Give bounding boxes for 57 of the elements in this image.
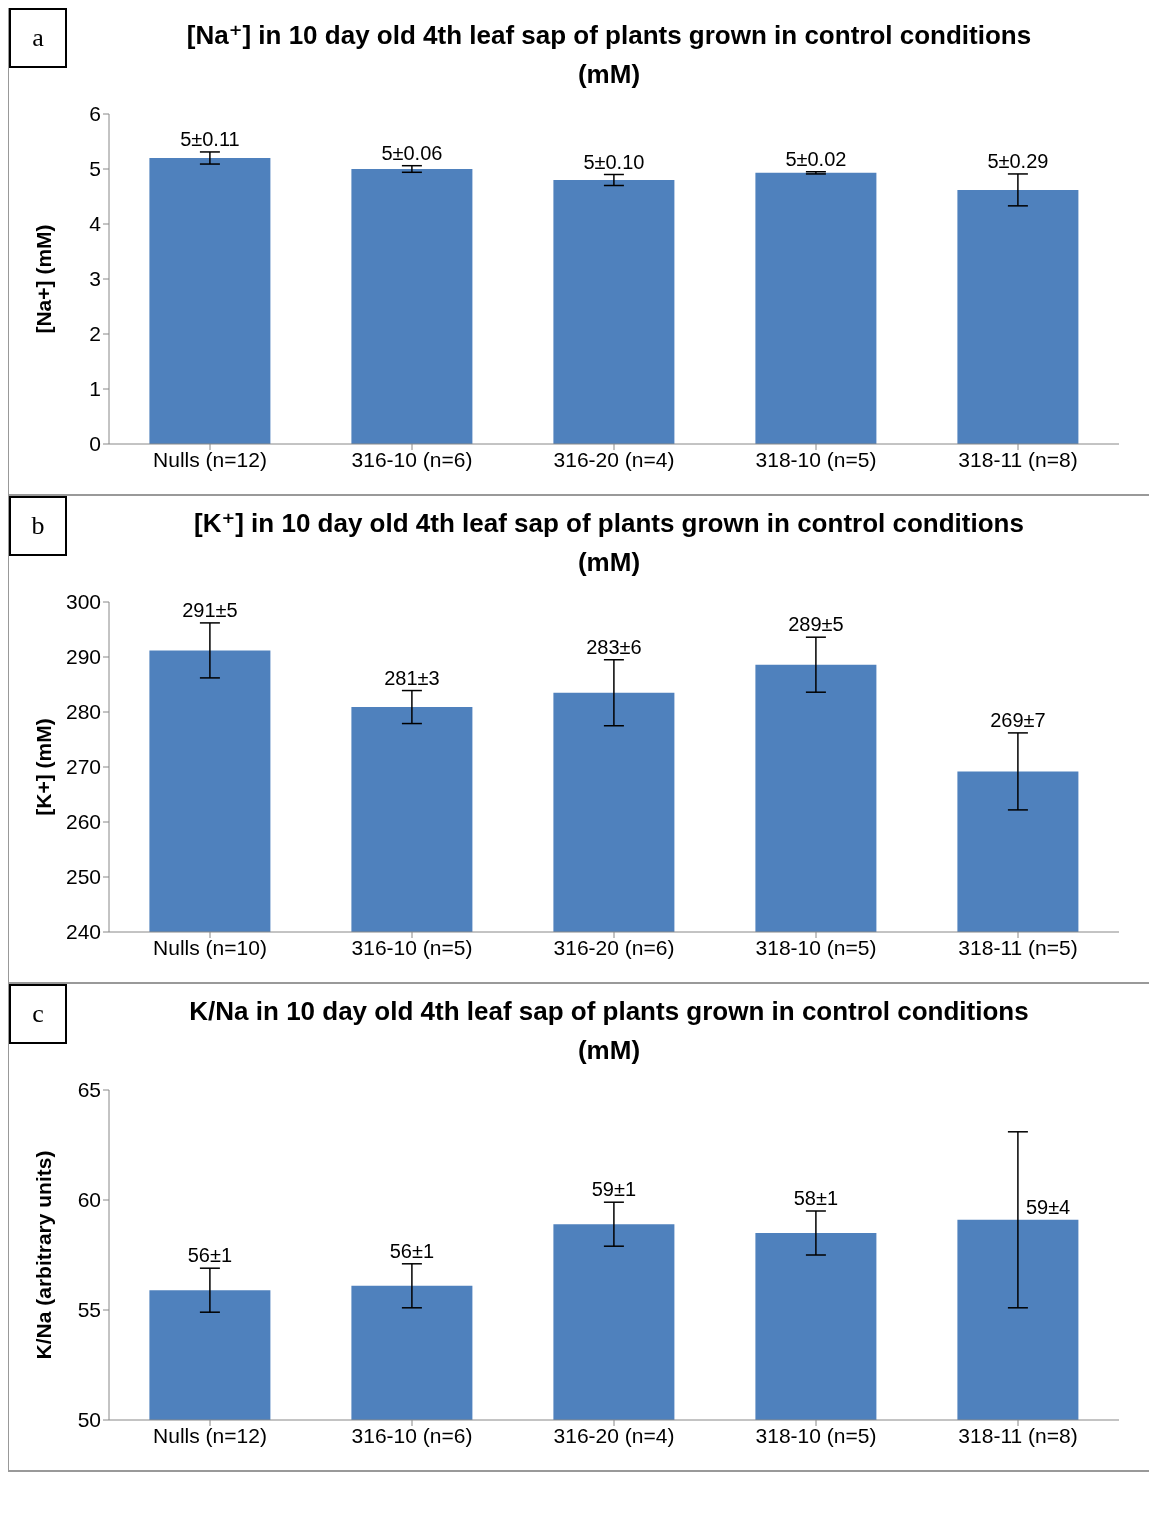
data-label: 5±0.02 xyxy=(785,147,847,170)
text: b xyxy=(9,496,67,556)
data-label: 5±0.11 xyxy=(180,127,240,150)
x-tick-label: 316-10 (n=6) xyxy=(351,447,473,471)
data-label: 283±6 xyxy=(586,635,642,658)
y-tick-label: 3 xyxy=(89,267,101,291)
data-label: 281±3 xyxy=(384,666,440,689)
y-tick-label: 6 xyxy=(89,102,101,126)
y-tick-label: 240 xyxy=(65,920,101,944)
data-label: 58±1 xyxy=(793,1187,839,1209)
y-tick-label: 2 xyxy=(89,322,101,346)
y-tick-label: 260 xyxy=(65,810,101,834)
x-tick-label: 318-10 (n=5) xyxy=(755,935,877,959)
y-axis-title: [Na+] (mM) xyxy=(32,224,56,334)
x-tick-label: Nulls (n=12) xyxy=(153,447,267,471)
x-tick-label: 318-11 (n=5) xyxy=(958,935,1078,959)
y-axis-title: [K+] (mM) xyxy=(32,718,56,816)
x-tick-label: 316-20 (n=4) xyxy=(553,447,675,471)
y-tick-label: 280 xyxy=(65,700,101,724)
data-label: 5±0.10 xyxy=(583,150,645,173)
data-label: 289±5 xyxy=(788,613,844,636)
data-label: 56±1 xyxy=(389,1239,435,1262)
y-tick-label: 250 xyxy=(65,865,101,889)
y-axis-title: K/Na (arbitrary units) xyxy=(32,1150,56,1360)
y-tick-label: 55 xyxy=(77,1298,101,1322)
data-label: 56±1 xyxy=(187,1244,233,1267)
x-tick-label: Nulls (n=10) xyxy=(153,935,267,959)
x-tick-label: 318-10 (n=5) xyxy=(755,447,877,471)
x-tick-label: 316-20 (n=4) xyxy=(553,1423,675,1447)
y-tick-label: 300 xyxy=(65,590,101,614)
data-label: 59±4 xyxy=(1025,1195,1071,1218)
text: c xyxy=(9,984,67,1044)
text: a xyxy=(9,8,67,68)
chart-title: [Na⁺] in 10 day old 4th leaf sap of plants grown in control conditions (mM) xyxy=(185,19,1033,91)
chart-title: [K⁺] in 10 day old 4th leaf sap of plants grown in control conditions (mM) xyxy=(193,507,1025,579)
y-tick-label: 4 xyxy=(89,212,102,236)
x-tick-label: 318-11 (n=8) xyxy=(958,1423,1078,1447)
y-tick-label: 60 xyxy=(77,1188,101,1212)
data-label: 291±5 xyxy=(182,598,238,621)
data-label: 59±1 xyxy=(591,1178,637,1201)
x-tick-label: Nulls (n=12) xyxy=(153,1423,267,1447)
data-label: 269±7 xyxy=(990,708,1046,731)
y-tick-label: 65 xyxy=(77,1078,101,1102)
y-tick-label: 290 xyxy=(65,645,101,669)
x-tick-label: 316-20 (n=6) xyxy=(553,935,675,959)
data-label: 5±0.29 xyxy=(987,149,1049,172)
y-tick-label: 270 xyxy=(65,755,101,779)
x-tick-label: 316-10 (n=6) xyxy=(351,1423,473,1447)
data-label: 5±0.06 xyxy=(381,141,443,164)
y-tick-label: 0 xyxy=(89,432,101,456)
x-tick-label: 318-11 (n=8) xyxy=(958,447,1078,471)
x-tick-label: 318-10 (n=5) xyxy=(755,1423,877,1447)
y-tick-label: 1 xyxy=(89,377,101,401)
chart-title: K/Na in 10 day old 4th leaf sap of plants grown in control conditions (mM) xyxy=(188,995,1030,1067)
y-tick-label: 50 xyxy=(77,1408,101,1432)
x-tick-label: 316-10 (n=5) xyxy=(351,935,473,959)
y-tick-label: 5 xyxy=(89,157,101,181)
